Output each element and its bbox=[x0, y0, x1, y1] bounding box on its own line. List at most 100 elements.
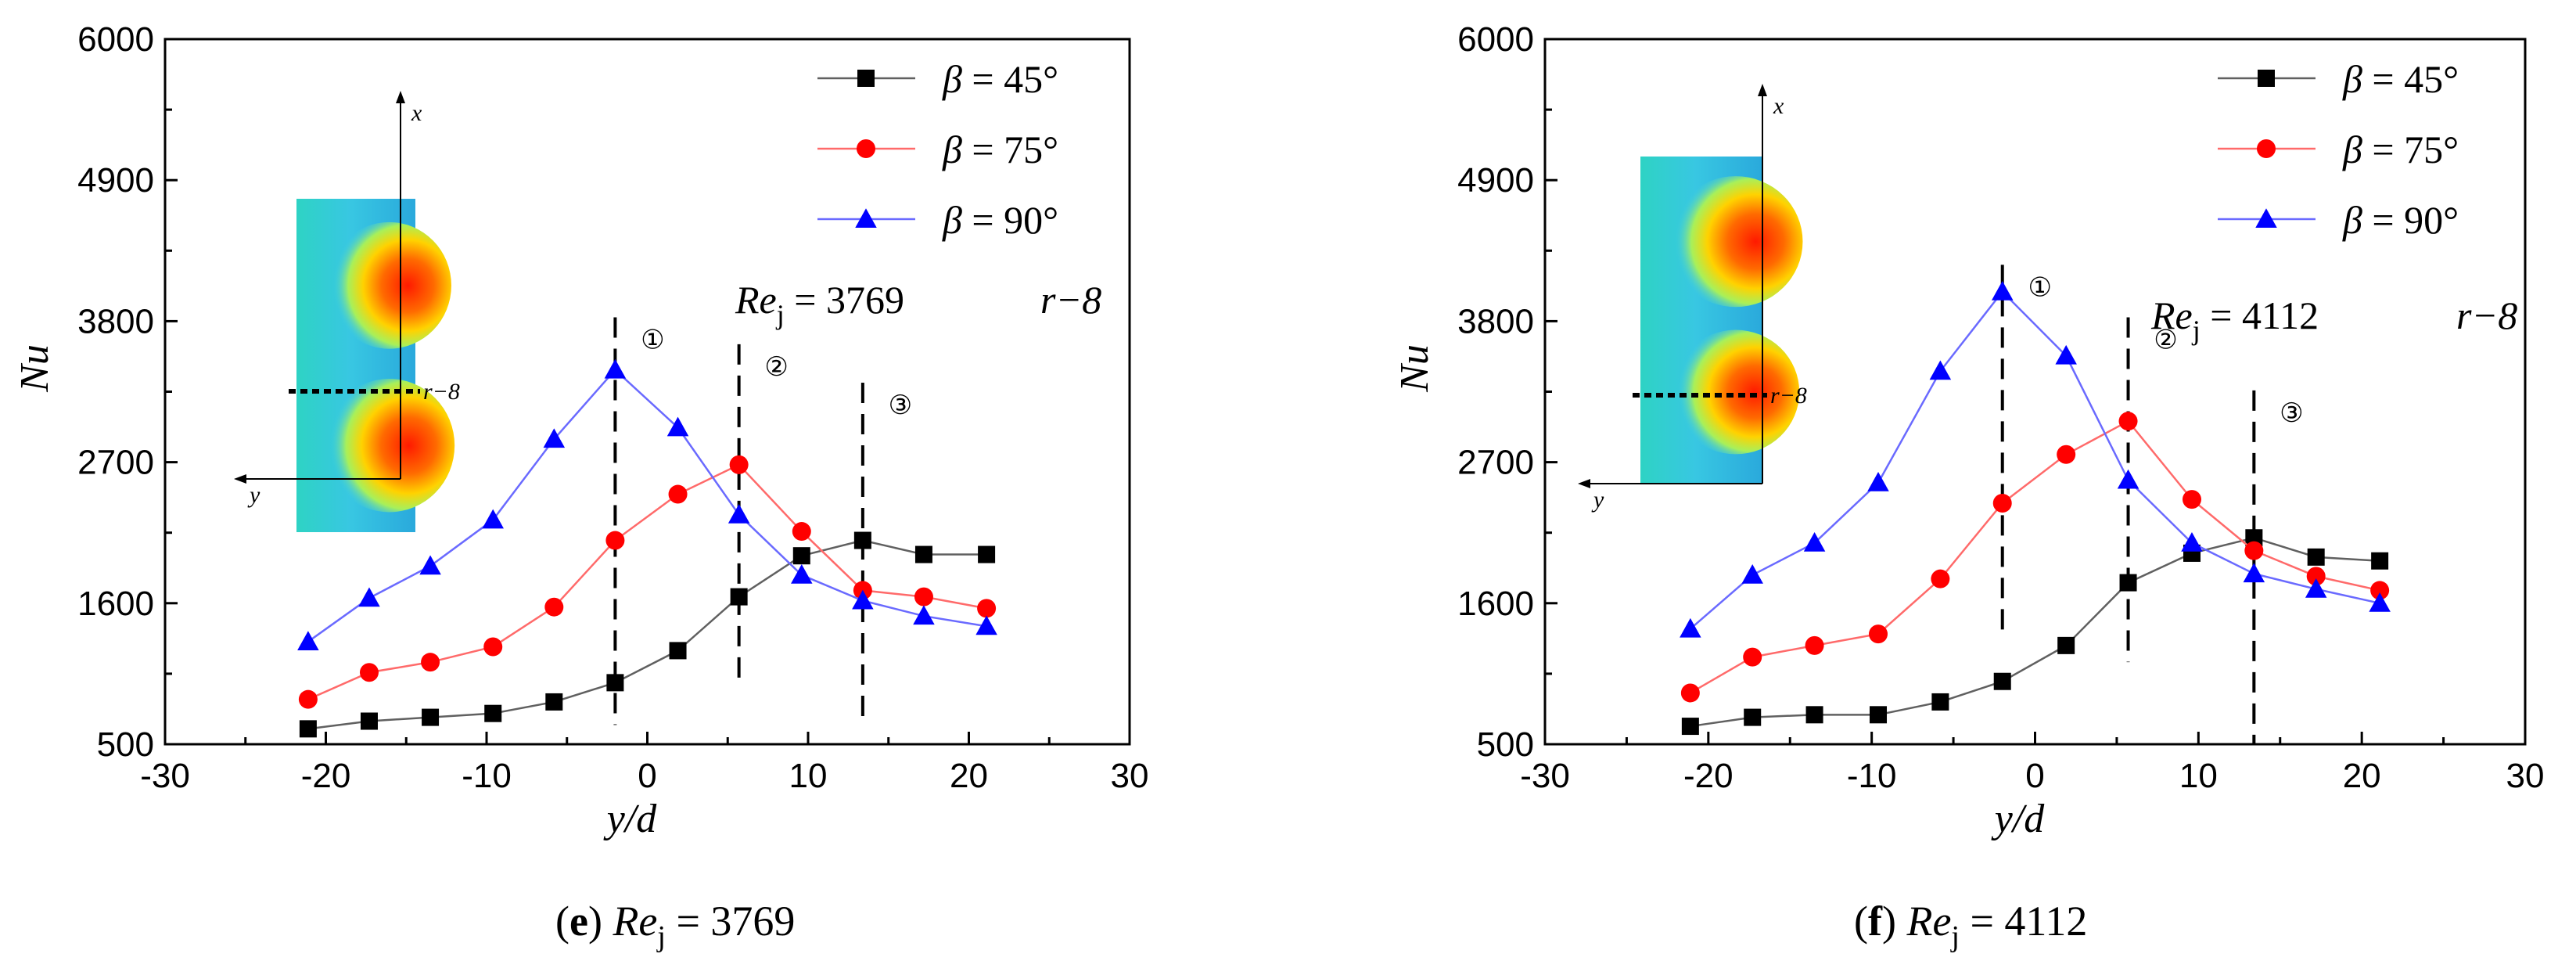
legend: β = 45°β = 75°β = 90° bbox=[2218, 57, 2459, 242]
re-annotation: Rej = 3769 bbox=[735, 278, 904, 330]
inset-x-arrow bbox=[1758, 84, 1767, 96]
inset-y-arrow bbox=[234, 474, 246, 484]
y-tick-label: 1600 bbox=[77, 585, 154, 623]
y-axis-title: Nu bbox=[13, 344, 57, 393]
data-point bbox=[2369, 592, 2391, 612]
region-marker-2: ② bbox=[764, 351, 788, 383]
data-point bbox=[604, 358, 627, 379]
caption-sub: j bbox=[1949, 920, 1960, 953]
caption-paren-open: ( bbox=[555, 898, 569, 945]
legend: β = 45°β = 75°β = 90° bbox=[817, 57, 1058, 242]
legend-marker bbox=[2258, 70, 2275, 87]
legend-marker bbox=[857, 70, 875, 87]
series-beta-75 bbox=[298, 455, 997, 709]
re-value: = 3769 bbox=[785, 278, 904, 322]
data-point bbox=[360, 712, 378, 730]
data-point bbox=[729, 455, 749, 474]
x-tick-label: -30 bbox=[140, 757, 190, 795]
y-tick-label: 3800 bbox=[1457, 302, 1534, 340]
re-value: = 4112 bbox=[2201, 293, 2319, 337]
caption-letter: f bbox=[1868, 898, 1883, 945]
data-point bbox=[666, 416, 689, 437]
data-point bbox=[2244, 541, 2264, 560]
contour-inset: x y r−8 bbox=[1578, 84, 1807, 513]
x-tick-label: -30 bbox=[1520, 757, 1570, 795]
legend-value: = 75° bbox=[2362, 128, 2459, 171]
r-label: r−8 bbox=[1040, 278, 1101, 322]
data-point bbox=[730, 588, 748, 606]
legend-label: β = 45° bbox=[942, 57, 1058, 101]
data-point bbox=[669, 642, 687, 660]
data-point bbox=[2243, 563, 2265, 583]
data-point bbox=[1805, 635, 1824, 655]
inset-x-label: x bbox=[411, 100, 422, 126]
data-point bbox=[2057, 445, 2076, 464]
data-point bbox=[2182, 490, 2201, 509]
x-axis-title: y/d bbox=[1991, 797, 2046, 841]
caption-value: = 4112 bbox=[1960, 898, 2087, 945]
series-line bbox=[307, 463, 987, 700]
data-point bbox=[852, 589, 874, 610]
x-tick-label: -20 bbox=[1683, 757, 1734, 795]
inset-line-label: r−8 bbox=[1770, 383, 1807, 409]
data-point bbox=[2117, 469, 2139, 489]
data-point bbox=[1681, 718, 1699, 736]
inset-hot-spot bbox=[1668, 176, 1803, 308]
data-point bbox=[791, 564, 813, 584]
re-subscript: j bbox=[2191, 315, 2201, 346]
data-point bbox=[914, 587, 933, 606]
y-tick-label: 6000 bbox=[1457, 20, 1534, 59]
data-point bbox=[2370, 581, 2390, 600]
inset-x-label: x bbox=[1773, 93, 1784, 119]
x-tick-label: -20 bbox=[301, 757, 351, 795]
inset-y-label: y bbox=[1591, 487, 1604, 513]
x-axis-title: y/d bbox=[603, 797, 658, 841]
data-point bbox=[977, 599, 997, 618]
data-point bbox=[1993, 672, 2011, 690]
data-point bbox=[914, 545, 932, 563]
re-symbol: Re bbox=[735, 278, 777, 322]
legend-symbol: β bbox=[2342, 57, 2362, 101]
data-point bbox=[853, 531, 871, 549]
caption-re: Re bbox=[612, 898, 657, 945]
inset-x-arrow bbox=[396, 91, 405, 103]
y-tick-label: 500 bbox=[1477, 725, 1534, 764]
data-point bbox=[1803, 532, 1826, 552]
re-symbol: Re bbox=[2150, 293, 2193, 337]
data-point bbox=[1931, 693, 1949, 711]
legend-label: β = 75° bbox=[2342, 128, 2459, 171]
data-point bbox=[668, 484, 688, 504]
y-tick-label: 2700 bbox=[1457, 444, 1534, 482]
re-subscript: j bbox=[775, 299, 785, 330]
data-point bbox=[1929, 360, 1952, 380]
data-point bbox=[484, 704, 502, 722]
data-point bbox=[298, 689, 318, 709]
data-point bbox=[2118, 412, 2138, 431]
legend-marker bbox=[2257, 139, 2276, 158]
data-point bbox=[2306, 567, 2326, 586]
chart-panel-e: -30 -20 -10 0 10 20 30 500 1600 2700 3800 4900 6000 y… bbox=[13, 20, 1148, 953]
series-line bbox=[1690, 290, 2380, 630]
series-beta-90 bbox=[297, 358, 997, 650]
series-line bbox=[307, 539, 987, 730]
legend-marker bbox=[855, 208, 877, 228]
data-point bbox=[1680, 683, 1700, 703]
data-point bbox=[1744, 708, 1762, 726]
legend-symbol: β bbox=[2342, 198, 2362, 242]
data-point bbox=[1743, 647, 1762, 667]
inset-hot-spot bbox=[1672, 329, 1800, 455]
legend-marker bbox=[2255, 208, 2277, 228]
data-point bbox=[299, 720, 317, 738]
series-beta-90 bbox=[1680, 280, 2391, 638]
x-tick-label: 30 bbox=[1111, 757, 1149, 795]
data-point bbox=[1931, 569, 1950, 588]
data-point bbox=[978, 545, 996, 563]
contour-inset: x y r−8 bbox=[234, 91, 460, 532]
data-point bbox=[482, 509, 504, 529]
region-marker-1: ① bbox=[2028, 272, 2051, 303]
legend-label: β = 75° bbox=[942, 128, 1058, 171]
data-point bbox=[1741, 564, 1763, 584]
data-point bbox=[1870, 706, 1888, 724]
data-point bbox=[1991, 280, 2014, 301]
